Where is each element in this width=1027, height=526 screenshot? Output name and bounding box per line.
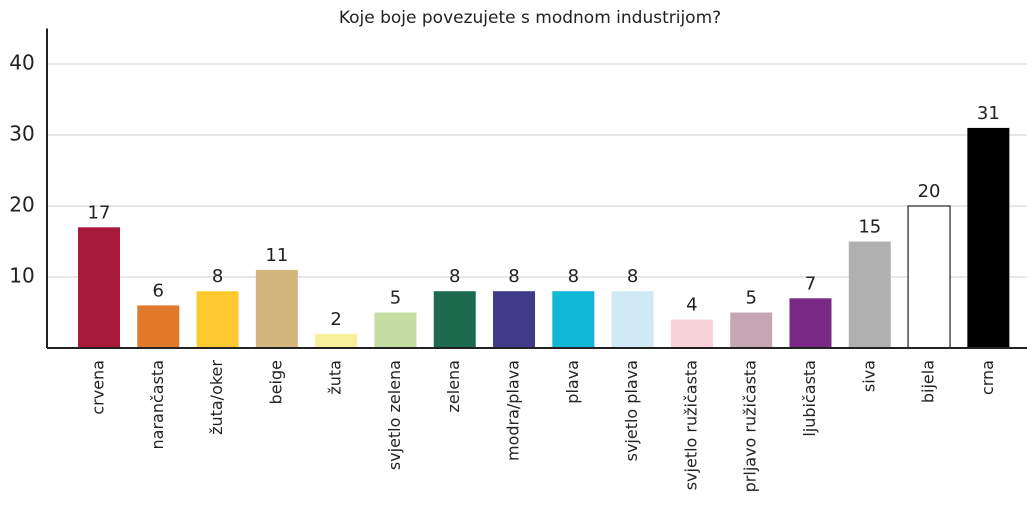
bar [315, 333, 358, 348]
bar [730, 312, 773, 348]
y-tick-label: 30 [9, 122, 34, 146]
bar [611, 291, 654, 348]
x-tick-label: plava [563, 360, 582, 404]
data-label: 5 [390, 288, 401, 309]
x-tick-label: narančasta [148, 360, 167, 449]
bar [196, 291, 239, 348]
bar [907, 205, 951, 349]
x-tick-label: zelena [444, 360, 463, 412]
bar [77, 227, 120, 348]
data-label: 8 [212, 266, 223, 287]
bar [493, 291, 536, 348]
x-tick-label: bijela [919, 360, 938, 403]
x-tick-label: svjetlo zelena [385, 360, 404, 470]
bar [789, 298, 832, 348]
data-label: 8 [568, 266, 579, 287]
x-tick-label: beige [266, 360, 285, 404]
chart-title: Koje boje povezujete s modnom industrijo… [339, 8, 721, 28]
x-tick-label: žuta/oker [207, 360, 226, 435]
bar [255, 269, 298, 348]
data-label: 5 [745, 288, 756, 309]
x-tick-label: crna [978, 360, 997, 395]
bar [670, 319, 713, 348]
data-label: 31 [977, 103, 1000, 124]
x-tick-label: siva [859, 360, 878, 392]
x-tick-label: prljavo ružičasta [741, 360, 760, 492]
y-tick-label: 20 [9, 193, 34, 217]
data-label: 11 [265, 245, 288, 266]
bar [967, 127, 1010, 349]
x-tick-label: žuta [326, 360, 345, 395]
data-label: 17 [88, 202, 111, 223]
bar [374, 312, 417, 348]
bar [433, 291, 476, 348]
x-tick-label: crvena [88, 360, 107, 415]
bar [137, 305, 180, 348]
data-label: 2 [330, 309, 341, 330]
x-tick-label: modra/plava [504, 360, 523, 461]
data-label: 6 [153, 280, 164, 301]
data-label: 8 [508, 266, 519, 287]
data-label: 8 [627, 266, 638, 287]
data-label: 15 [858, 217, 881, 238]
data-label: 8 [449, 266, 460, 287]
y-tick-label: 10 [9, 264, 34, 288]
x-tick-label: svjetlo ružičasta [681, 360, 700, 490]
data-label: 20 [918, 181, 941, 202]
bar [552, 291, 595, 348]
y-tick-label: 40 [9, 51, 34, 75]
bar [848, 241, 891, 348]
x-tick-label: svjetlo plava [622, 360, 641, 461]
x-tick-label: ljubičasta [800, 360, 819, 437]
data-label: 4 [686, 295, 697, 316]
data-label: 7 [805, 273, 816, 294]
